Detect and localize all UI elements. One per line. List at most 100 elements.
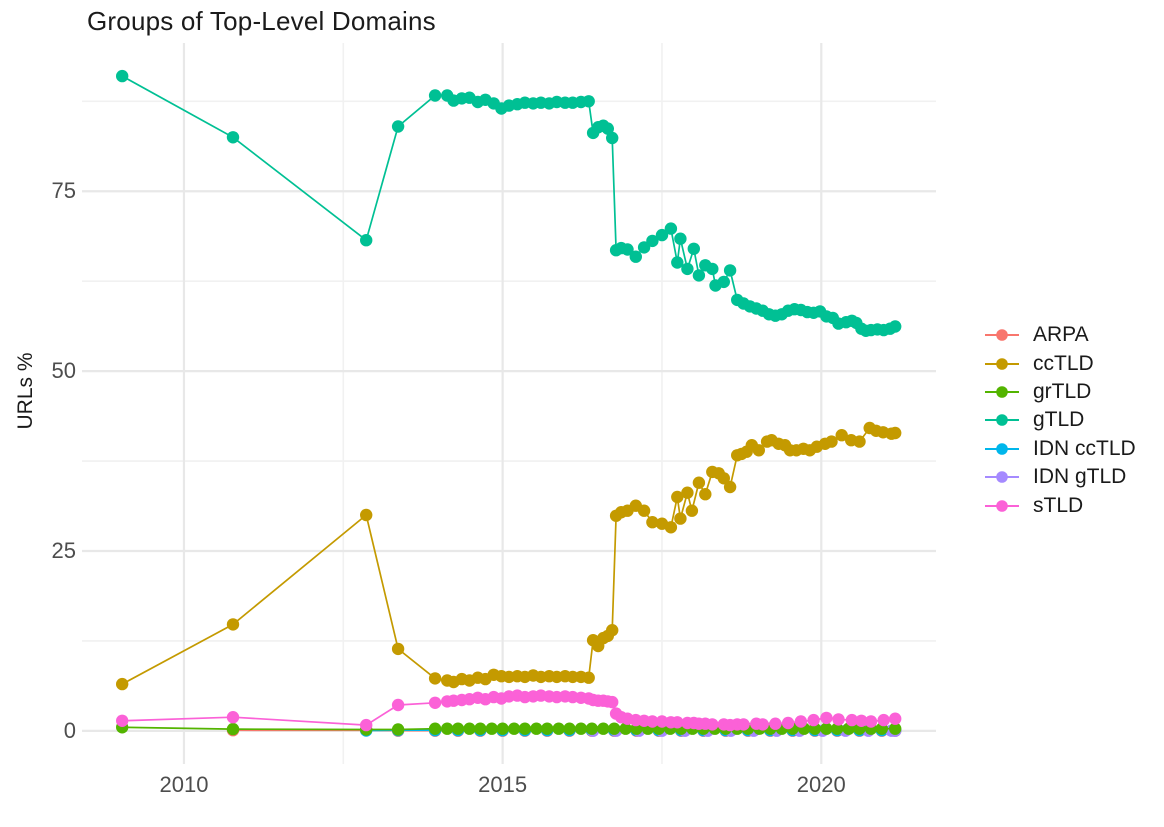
data-point <box>360 718 373 732</box>
data-point <box>541 722 554 735</box>
data-point <box>687 242 700 255</box>
data-point <box>889 712 902 725</box>
legend-key-icon <box>985 499 1019 512</box>
legend-key-icon <box>985 386 1019 398</box>
series-line-gTLD <box>121 75 896 332</box>
data-point <box>692 476 706 489</box>
legend-item-sTLD: sTLD <box>984 491 1136 519</box>
legend-key-icon <box>985 471 1019 483</box>
data-point <box>889 426 902 440</box>
data-point <box>671 256 684 269</box>
data-point <box>646 516 659 529</box>
legend-key-point <box>996 329 1008 341</box>
data-point <box>451 722 465 735</box>
data-point <box>889 722 902 735</box>
data-point <box>737 718 750 731</box>
data-point <box>674 512 687 525</box>
y-tick-label-50: 50 <box>52 358 76 383</box>
data-point <box>853 435 866 448</box>
data-point <box>621 243 634 256</box>
legend-key-icon <box>985 442 1019 455</box>
data-point <box>360 234 373 247</box>
legend-item-grTLD: grTLD <box>984 378 1136 406</box>
data-point <box>820 722 833 735</box>
legend-label: ARPA <box>1033 323 1089 347</box>
data-point <box>835 429 848 442</box>
data-point <box>706 262 719 276</box>
data-point <box>855 714 868 727</box>
legend-label: IDN ccTLD <box>1033 436 1136 460</box>
data-point <box>681 262 694 276</box>
data-point <box>226 618 240 631</box>
data-point <box>428 89 442 102</box>
data-point <box>629 250 642 263</box>
legend-item-ccTLD: ccTLD <box>984 349 1136 377</box>
data-point <box>507 722 521 735</box>
data-point <box>485 722 498 735</box>
data-point <box>655 228 669 242</box>
data-point <box>717 472 730 485</box>
data-point <box>831 722 844 735</box>
data-point <box>723 480 737 494</box>
legend: ARPA ccTLD grTLD gTLD IDN ccTLD IDN gTLD sTLD <box>984 321 1136 520</box>
data-point <box>794 715 808 728</box>
data-point <box>428 672 442 685</box>
legend-key-icon <box>985 414 1019 427</box>
legend-key-icon <box>985 329 1019 341</box>
data-point <box>756 718 769 731</box>
data-point <box>832 713 845 726</box>
data-point <box>685 504 699 517</box>
data-point <box>563 722 576 735</box>
data-point <box>681 486 694 499</box>
data-point <box>608 722 621 735</box>
data-point <box>637 241 651 254</box>
data-point <box>717 275 730 289</box>
data-point <box>601 122 614 135</box>
data-point <box>637 504 651 517</box>
legend-label: ccTLD <box>1033 351 1094 375</box>
series-gTLD <box>116 69 902 337</box>
data-point <box>646 234 659 248</box>
legend-item-gTLD: gTLD <box>984 406 1136 434</box>
legend-label: IDN gTLD <box>1033 465 1127 489</box>
data-point <box>441 722 454 735</box>
data-point <box>582 671 595 684</box>
data-point <box>723 264 737 277</box>
data-point <box>781 716 795 730</box>
data-point <box>606 624 619 637</box>
data-point <box>825 435 838 448</box>
y-tick-label-0: 0 <box>64 718 76 743</box>
data-point <box>706 718 719 731</box>
data-point <box>391 120 405 133</box>
legend-item-IDN-ccTLD: IDN ccTLD <box>984 435 1136 463</box>
data-point <box>845 713 859 727</box>
data-point <box>769 717 782 730</box>
legend-key-point <box>996 442 1008 455</box>
legend-label: gTLD <box>1033 408 1085 432</box>
data-point <box>582 95 595 108</box>
data-point <box>664 521 678 534</box>
data-point <box>552 722 565 735</box>
data-point <box>619 722 632 735</box>
data-point <box>585 722 599 735</box>
legend-key-icon <box>985 357 1019 370</box>
x-tick-label-2020: 2020 <box>797 772 846 797</box>
y-tick-label-25: 25 <box>52 538 76 563</box>
data-point <box>226 711 240 724</box>
legend-label: sTLD <box>1033 493 1084 517</box>
data-point <box>474 722 487 735</box>
legend-item-IDN-gTLD: IDN gTLD <box>984 463 1136 491</box>
data-point <box>820 711 833 725</box>
data-point <box>664 222 678 235</box>
data-point <box>671 716 684 729</box>
series-line-ccTLD <box>121 426 896 685</box>
data-point <box>116 677 129 691</box>
y-tick-label-75: 75 <box>52 178 76 203</box>
series-sTLD <box>116 689 902 732</box>
data-point <box>116 69 129 83</box>
legend-key-point <box>996 471 1008 483</box>
data-point <box>807 713 820 727</box>
x-tick-label-2015: 2015 <box>478 772 527 797</box>
